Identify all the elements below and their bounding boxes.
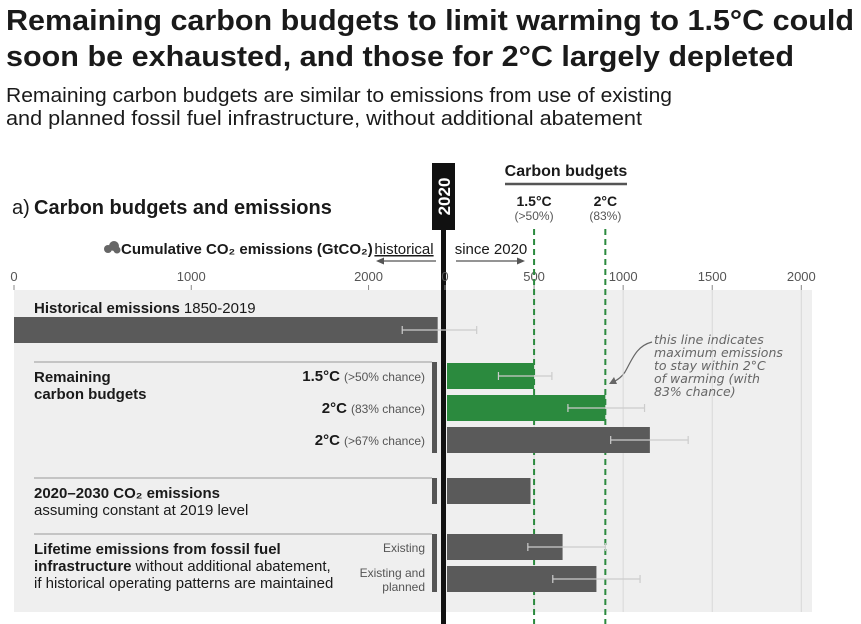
x-tick-label: 1000 [609,269,638,284]
error-bar [552,575,641,583]
x-tick-label: 1500 [698,269,727,284]
group-bracket [432,534,437,592]
x-tick-label: 500 [523,269,545,284]
plot-background [14,290,812,612]
axis-title: Cumulative CO₂ emissions (GtCO₂) [121,241,373,258]
historical-label: historical [374,241,433,258]
panel-label: a) [12,197,30,219]
year-box [432,163,455,230]
row-label: 2°C (83% chance) [322,400,425,417]
label-part: Remaining [34,369,111,386]
row-label: carbon budgets [34,386,147,403]
row-label: Existing and [360,566,425,580]
since-label: since 2020 [455,241,528,258]
error-bar [527,543,606,551]
label-part: without additional abatement, [135,558,331,575]
label-part: if historical operating patterns are mai… [34,575,333,592]
row-label: 1.5°C (>50% chance) [302,368,425,385]
row-label: Existing [383,541,425,555]
year-line [441,163,446,624]
error-bar [497,372,553,380]
annotation-arrowhead [609,377,617,384]
label-part: carbon budgets [34,386,147,403]
year-label: 2020 [435,178,454,216]
budget-name: 1.5°C [516,193,551,209]
row-label: Remaining [34,369,111,386]
row-label: 2020–2030 CO₂ emissions [34,485,220,502]
error-bar [401,326,478,334]
label-part: (>50% chance) [344,370,425,384]
x-tick-label: 0 [441,269,448,284]
chart-subtitle: Remaining carbon budgets are similar to … [6,85,672,107]
label-part: Historical emissions [34,300,180,317]
error-bar [567,404,646,412]
label-part: 2°C [315,432,340,449]
bar [447,478,531,504]
row-label: Historical emissions 1850-2019 [34,300,256,317]
row-label: Lifetime emissions from fossil fuel [34,541,281,558]
chart-title: Remaining carbon budgets to limit warmin… [6,5,854,37]
bar [14,317,438,343]
label-part: 1850-2019 [184,300,256,317]
chart-title: soon be exhausted, and those for 2°C lar… [6,41,794,73]
row-label: assuming constant at 2019 level [34,502,248,519]
x-tick-label: 0 [10,269,17,284]
label-part: (>67% chance) [344,434,425,448]
label-part: 1.5°C [302,368,340,385]
budget-header: Carbon budgets [505,163,628,180]
emissions-icon [104,241,121,254]
annotation: this line indicates [654,332,764,347]
annotation: 83% chance) [654,384,736,399]
annotation: to stay within 2°C [654,358,766,373]
row-label: infrastructure without additional abateme… [34,558,331,575]
label-part: 2°C [322,400,347,417]
label-part: Lifetime emissions from fossil fuel [34,541,281,558]
label-part: (83% chance) [351,402,425,416]
label-part: 2020–2030 CO₂ emissions [34,485,220,502]
label-part: planned [382,580,425,594]
direction-arrows [376,257,525,265]
annotation: maximum emissions [654,345,783,360]
row-label: planned [382,580,425,594]
error-bar [610,436,689,444]
panel-title: Carbon budgets and emissions [34,197,332,219]
x-tick-label: 2000 [354,269,383,284]
chart-subtitle: and planned fossil fuel infrastructure, … [6,108,642,130]
budget-name: 2°C [594,193,618,209]
row-label: if historical operating patterns are mai… [34,575,333,592]
budget-note: (>50%) [515,209,554,223]
budget-note: (83%) [589,209,621,223]
x-tick-label: 2000 [787,269,816,284]
group-bracket [432,362,437,453]
x-tick-label: 1000 [177,269,206,284]
row-label: 2°C (>67% chance) [315,432,425,449]
label-part: Existing and [360,566,425,580]
label-part: assuming constant at 2019 level [34,502,248,519]
label-part: infrastructure [34,558,132,575]
label-part: Existing [383,541,425,555]
annotation: of warming (with [654,371,760,386]
group-bracket [432,478,437,504]
